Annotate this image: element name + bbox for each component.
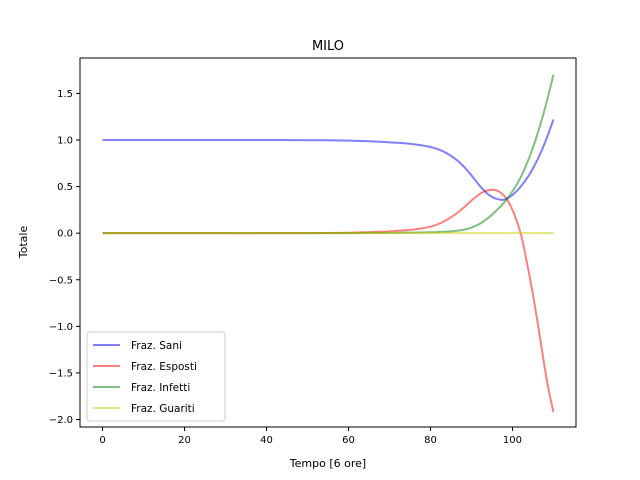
series-layer	[102, 74, 555, 413]
y-tick-label: 0.5	[57, 182, 73, 193]
y-tick-label: 1.0	[57, 136, 73, 147]
y-tick-label: −2.0	[49, 415, 73, 426]
plot-frame	[79, 57, 577, 428]
legend-frame	[86, 331, 226, 422]
x-tick-label: 40	[260, 435, 273, 446]
x-axis: 0 20 40 60 80 100	[99, 427, 522, 446]
x-tick-label: 0	[99, 435, 105, 446]
legend-label: Fraz. Guariti	[131, 403, 195, 415]
y-axis: −2.0 −1.5 −1.0 −0.5 0.0 0.5 1.0 1.5	[49, 89, 80, 426]
legend-label: Fraz. Sani	[131, 340, 182, 352]
series-line-fraz-sani	[102, 119, 555, 201]
y-tick-label: 0.0	[57, 229, 73, 240]
x-tick-label: 80	[424, 435, 437, 446]
x-tick-label: 100	[503, 435, 522, 446]
y-tick-label: −1.5	[49, 368, 73, 379]
x-tick-label: 60	[342, 435, 355, 446]
legend-label: Fraz. Infetti	[131, 382, 190, 394]
legend: Fraz. Sani Fraz. Esposti Fraz. Infetti Fraz…	[86, 331, 226, 422]
x-tick-label: 20	[178, 435, 191, 446]
series-line-fraz-infetti	[102, 74, 555, 235]
y-tick-label: −1.0	[49, 322, 73, 333]
y-tick-label: −0.5	[49, 275, 73, 286]
legend-label: Fraz. Esposti	[131, 361, 197, 373]
y-tick-label: 1.5	[57, 89, 73, 100]
chart-title: MILO	[312, 39, 344, 54]
y-axis-label: Totale	[17, 226, 30, 260]
x-axis-label: Tempo [6 ore]	[289, 457, 366, 470]
